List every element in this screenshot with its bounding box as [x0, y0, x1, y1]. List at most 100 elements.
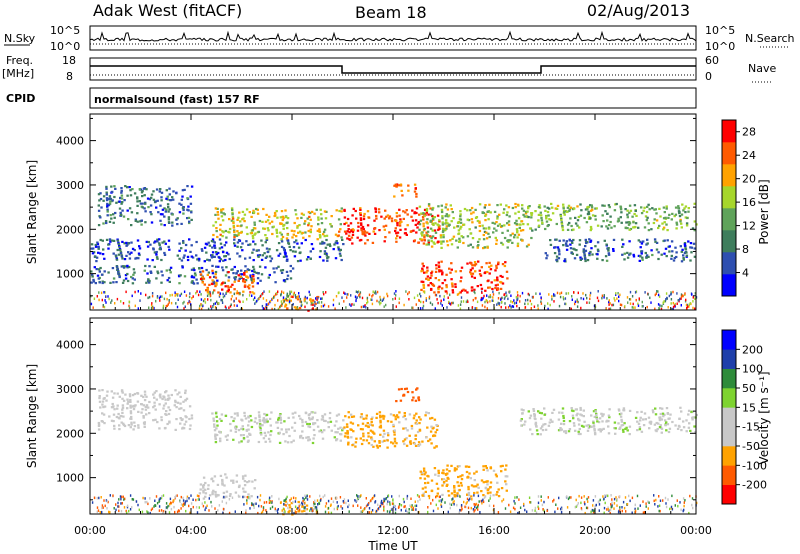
echo-cell: [113, 185, 116, 188]
clutter-cell: [561, 507, 563, 511]
echo-cell: [181, 266, 184, 269]
clutter-cell: [537, 507, 540, 510]
echo-cell: [622, 409, 625, 412]
clutter-cell: [128, 300, 130, 304]
echo-cell: [278, 431, 281, 434]
echo-cell: [98, 400, 102, 403]
echo-cell: [488, 235, 491, 239]
echo-cell: [227, 286, 230, 289]
echo-cell: [207, 271, 211, 274]
clutter-cell: [294, 294, 297, 297]
echo-cell: [314, 507, 317, 510]
echo-cell: [605, 225, 608, 228]
echo-cell: [224, 285, 227, 288]
echo-cell: [578, 419, 581, 422]
echo-cell: [227, 276, 231, 279]
echo-cell: [337, 218, 341, 221]
echo-cell: [308, 438, 311, 441]
echo-cell: [320, 222, 324, 225]
clutter-cell: [457, 304, 460, 307]
clutter-cell: [245, 509, 247, 512]
clutter-cell: [222, 295, 225, 299]
echo-cell: [224, 473, 227, 476]
clutter-cell: [411, 306, 413, 309]
echo-cell: [219, 437, 222, 440]
echo-cell: [253, 221, 256, 224]
echo-cell: [181, 265, 184, 268]
echo-cell: [537, 213, 541, 216]
echo-cell: [543, 407, 546, 410]
echo-cell: [299, 436, 302, 439]
echo-cell: [507, 206, 511, 209]
echo-cell: [206, 288, 209, 291]
echo-cell: [347, 441, 350, 444]
echo-cell: [310, 225, 313, 228]
echo-cell: [289, 299, 292, 302]
clutter-cell: [372, 496, 374, 500]
clutter-cell: [135, 500, 138, 503]
echo-cell: [142, 395, 145, 399]
echo-cell: [361, 232, 364, 235]
echo-cell: [527, 216, 530, 219]
clutter-cell: [302, 500, 304, 503]
echo-cell: [647, 222, 650, 225]
clutter-cell: [263, 290, 265, 293]
clutter-cell: [589, 291, 592, 295]
clutter-cell: [98, 496, 100, 500]
echo-cell: [342, 243, 345, 246]
clutter-cell: [611, 498, 613, 501]
echo-cell: [132, 268, 136, 271]
echo-cell: [417, 221, 421, 224]
clutter-cell: [632, 306, 635, 309]
echo-cell: [240, 427, 243, 430]
echo-cell: [463, 207, 467, 211]
echo-cell: [371, 241, 375, 244]
clutter-cell: [483, 496, 486, 499]
clutter-cell: [591, 508, 594, 512]
echo-cell: [653, 423, 657, 426]
clutter-cell: [211, 505, 213, 508]
echo-cell: [451, 285, 454, 288]
clutter-cell: [575, 498, 577, 502]
echo-cell: [529, 414, 533, 417]
echo-cell: [301, 421, 304, 424]
echo-cell: [507, 239, 510, 242]
echo-cell: [145, 281, 148, 284]
clutter-cell: [422, 300, 425, 304]
echo-cell: [236, 412, 239, 415]
echo-cell: [516, 231, 519, 234]
echo-cell: [112, 277, 116, 280]
echo-cell: [94, 245, 98, 248]
echo-cell: [228, 231, 231, 234]
echo-cell: [486, 210, 489, 213]
colorbar-tick-label: -100: [742, 459, 767, 472]
echo-cell: [156, 238, 159, 241]
echo-cell: [184, 415, 187, 418]
echo-cell: [634, 416, 638, 419]
clutter-cell: [413, 296, 416, 300]
clutter-cell: [281, 302, 283, 306]
colorbar-segment: [722, 120, 736, 143]
clutter-cell: [208, 509, 210, 512]
echo-cell: [339, 426, 342, 429]
clutter-cell: [350, 304, 352, 307]
echo-cell: [470, 484, 474, 487]
echo-cell: [129, 406, 132, 409]
echo-cell: [644, 251, 647, 255]
echo-cell: [382, 414, 385, 417]
echo-cell: [211, 272, 215, 275]
clutter-cell: [186, 495, 189, 499]
echo-cell: [167, 239, 171, 242]
echo-cell: [201, 276, 204, 279]
echo-cell: [256, 422, 259, 425]
power-colorbar-label: Power [dB]: [757, 179, 771, 244]
echo-cell: [311, 299, 314, 302]
clutter-cell: [670, 507, 673, 510]
echo-cell: [247, 243, 250, 246]
clutter-cell: [615, 496, 617, 499]
clutter-cell: [207, 307, 210, 311]
clutter-cell: [101, 510, 103, 514]
clutter-cell: [357, 290, 360, 293]
echo-cell: [481, 211, 484, 214]
clutter-cell: [126, 505, 129, 509]
